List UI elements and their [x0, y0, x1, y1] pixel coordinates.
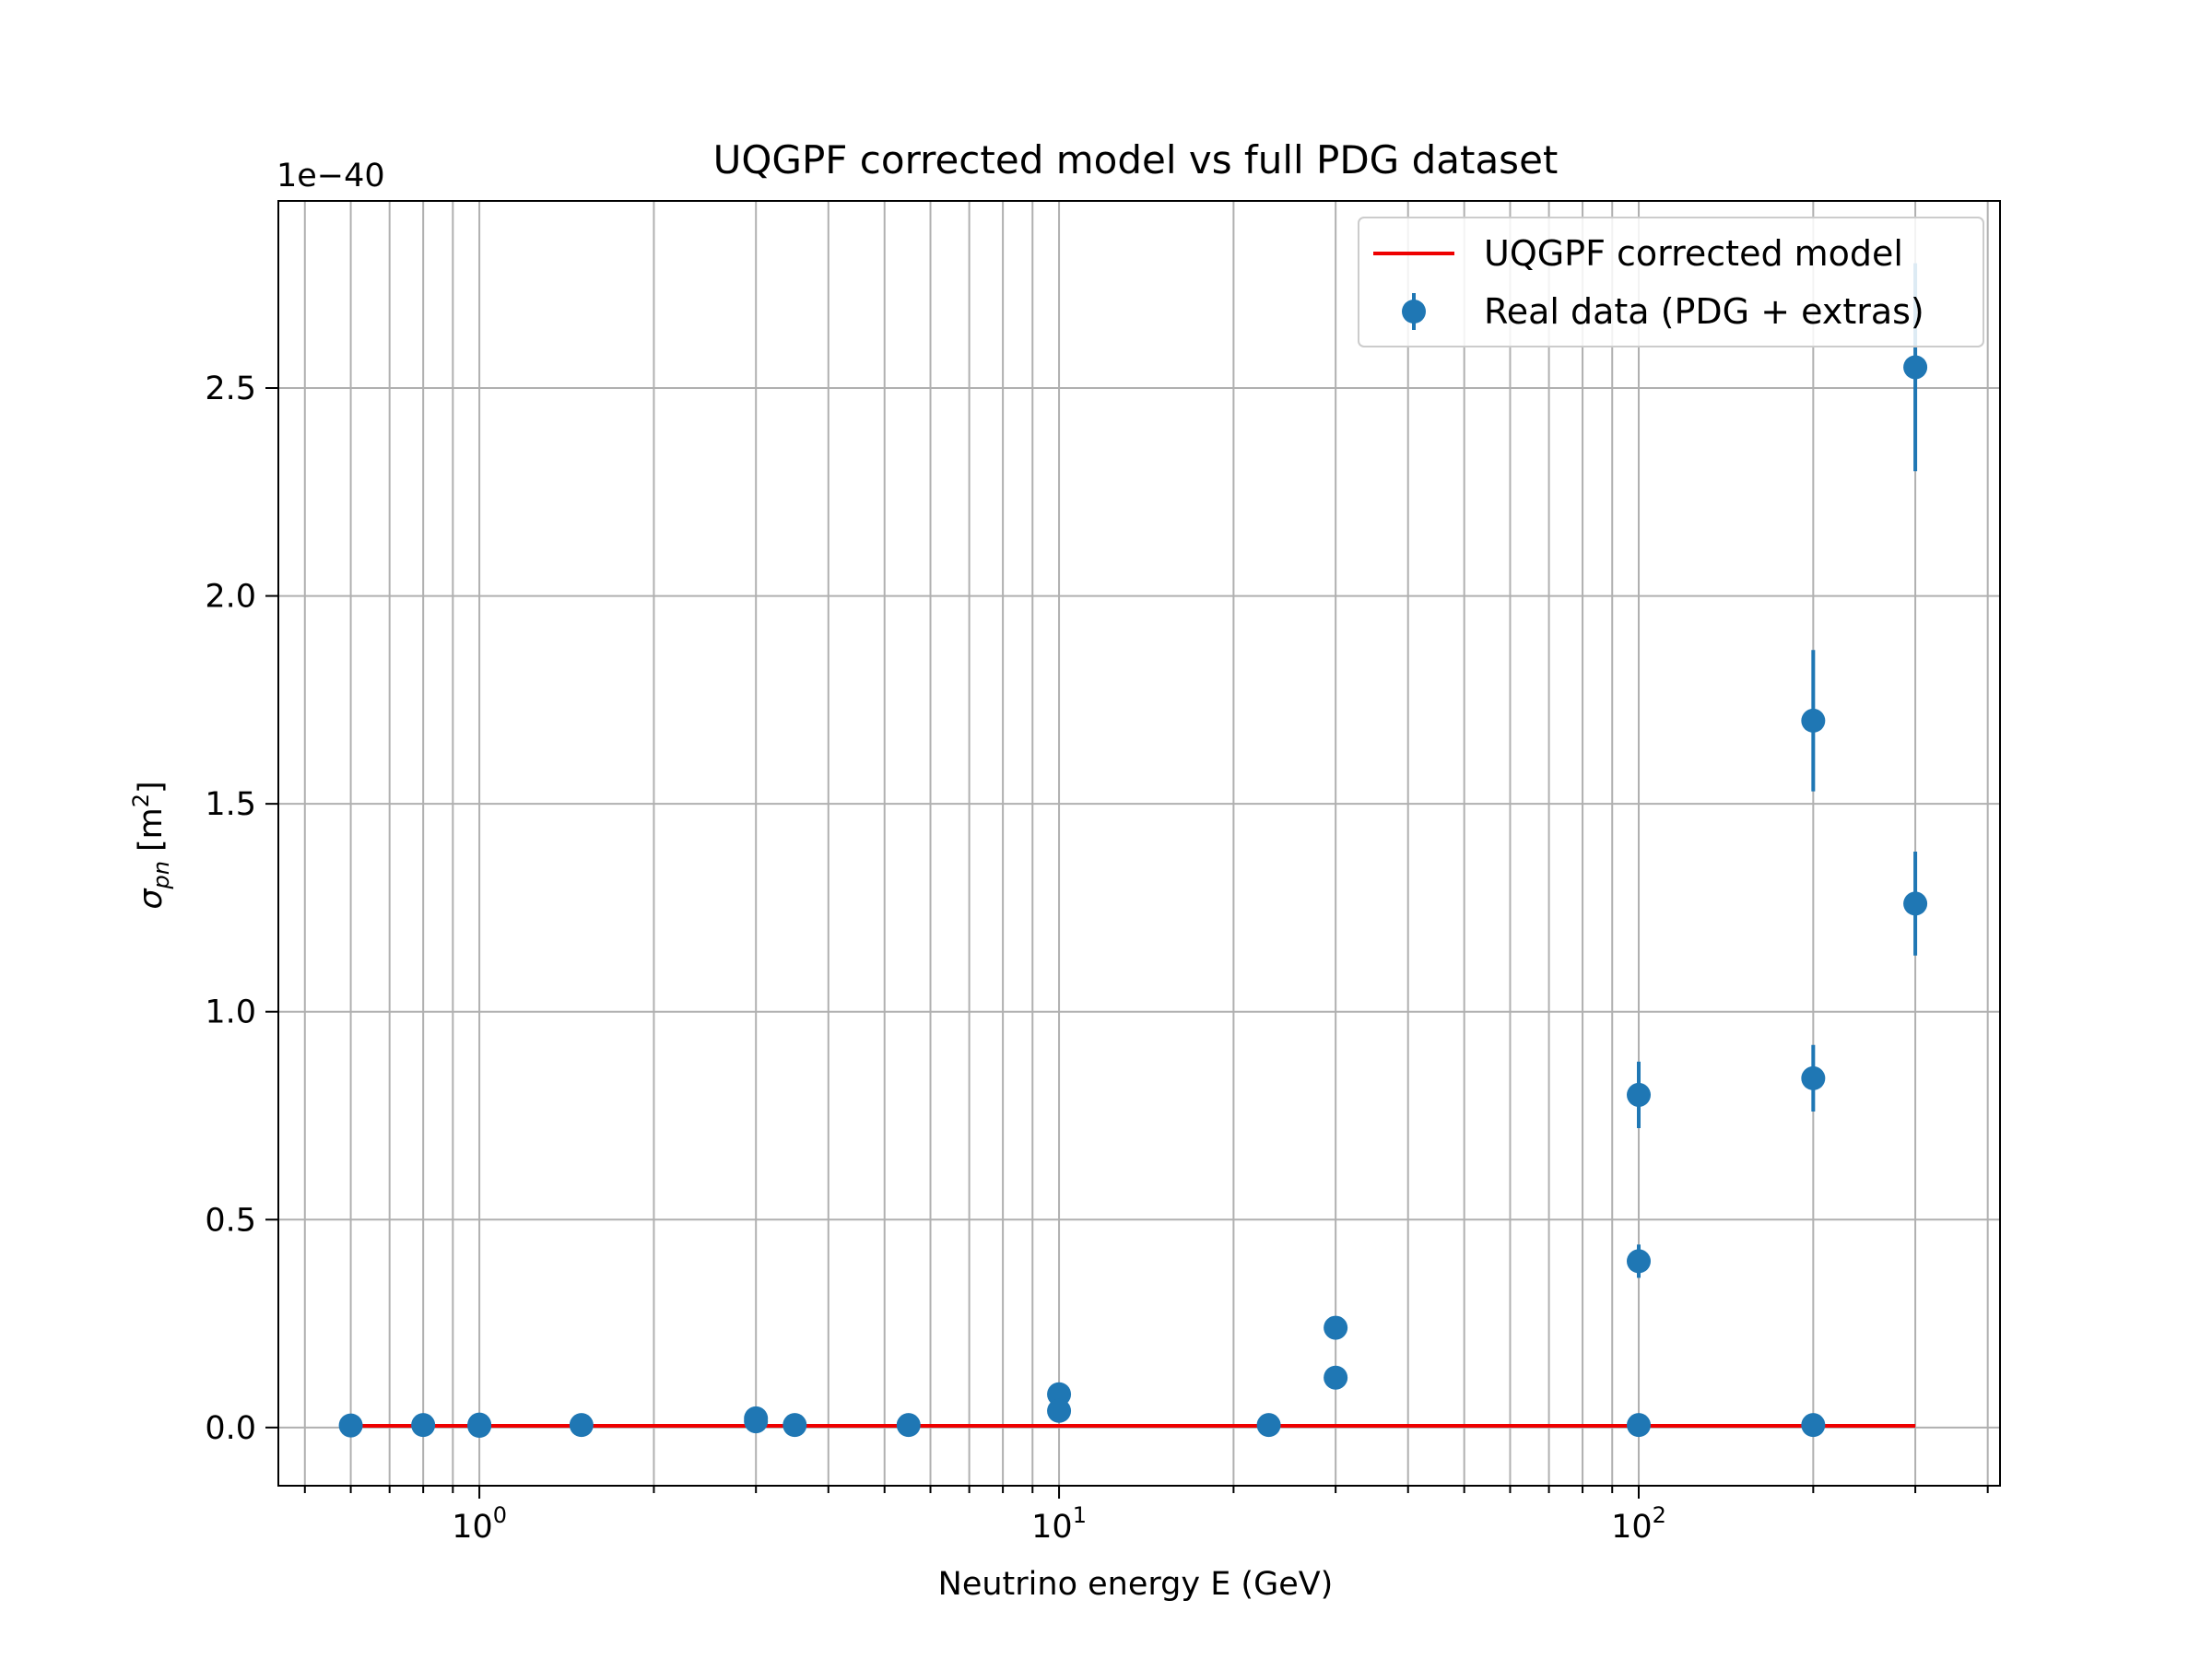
- y-tick-label: 2.5: [205, 371, 256, 407]
- y-tick-label: 1.0: [205, 994, 256, 1031]
- data-point: [411, 1413, 436, 1438]
- x-tick-label-base: 10: [1611, 1509, 1653, 1546]
- y-axis-label-unit-open: [m: [133, 807, 170, 852]
- legend-entry-data: Real data (PDG + extras): [1484, 291, 1924, 332]
- data-point: [1903, 891, 1928, 916]
- y-axis-label-subscript: pn: [148, 861, 174, 889]
- y-tick-label: 0.5: [205, 1202, 256, 1239]
- legend: UQGPF corrected model Real data (PDG + e…: [1358, 217, 1984, 347]
- y-tick-label: 1.5: [205, 786, 256, 823]
- data-point: [338, 1413, 363, 1438]
- x-tick-label: 100: [452, 1502, 507, 1546]
- y-axis-label-symbol: σ: [133, 888, 170, 910]
- x-axis-ticks: 100 101 102: [303, 1486, 1989, 1546]
- y-axis-label-unit-sup: 2: [128, 794, 154, 807]
- data-point: [1627, 1249, 1652, 1274]
- legend-entry-model: UQGPF corrected model: [1484, 233, 1903, 274]
- data-point: [1256, 1413, 1281, 1438]
- y-axis-label-unit-close: ]: [133, 781, 170, 794]
- y-axis-label: σpn [m2]: [128, 781, 174, 909]
- data-point: [1627, 1082, 1652, 1107]
- data-point: [1801, 1065, 1826, 1090]
- x-tick-label-exponent: 1: [1073, 1502, 1087, 1528]
- data-point: [1903, 355, 1928, 380]
- data-point: [744, 1409, 769, 1434]
- x-axis-label: Neutrino energy E (GeV): [938, 1566, 1334, 1603]
- data-point: [569, 1413, 594, 1438]
- y-offset-label: 1e−40: [276, 158, 385, 194]
- data-point: [1047, 1398, 1072, 1423]
- axes-frame: [277, 200, 2001, 1487]
- x-tick-label: 102: [1611, 1502, 1666, 1546]
- chart-title: UQGPF corrected model vs full PDG datase…: [713, 137, 1559, 182]
- data-point: [467, 1414, 492, 1439]
- x-tick-label-base: 10: [1031, 1509, 1073, 1546]
- x-tick-label-exponent: 2: [1653, 1502, 1666, 1528]
- data-point: [896, 1413, 921, 1438]
- minor-gridlines: [303, 201, 1989, 1486]
- data-point: [1047, 1382, 1072, 1406]
- x-tick-label-exponent: 0: [493, 1502, 507, 1528]
- x-tick-label-base: 10: [452, 1509, 493, 1546]
- legend-box: [1358, 217, 1984, 347]
- y-tick-label: 2.0: [205, 579, 256, 616]
- data-point: [1801, 1413, 1826, 1438]
- data-point: [1324, 1365, 1348, 1390]
- legend-marker-swatch: [1402, 300, 1426, 324]
- y-axis-ticks: 0.0 0.5 1.0 1.5 2.0 2.5: [205, 371, 278, 1447]
- data-point: [1801, 708, 1826, 733]
- data-point: [782, 1413, 807, 1438]
- y-tick-label: 0.0: [205, 1410, 256, 1447]
- data-point: [1324, 1315, 1348, 1340]
- data-errorbar-series: [338, 263, 1928, 1439]
- data-point: [1627, 1413, 1652, 1438]
- x-tick-label: 101: [1031, 1502, 1087, 1546]
